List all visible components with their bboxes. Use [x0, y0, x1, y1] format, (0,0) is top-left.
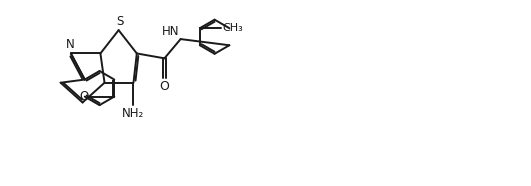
Text: O: O [80, 90, 89, 103]
Text: S: S [116, 15, 123, 28]
Text: CH₃: CH₃ [222, 23, 243, 33]
Text: N: N [65, 39, 74, 52]
Text: O: O [159, 79, 169, 92]
Text: HN: HN [162, 25, 179, 38]
Text: NH₂: NH₂ [122, 107, 144, 120]
